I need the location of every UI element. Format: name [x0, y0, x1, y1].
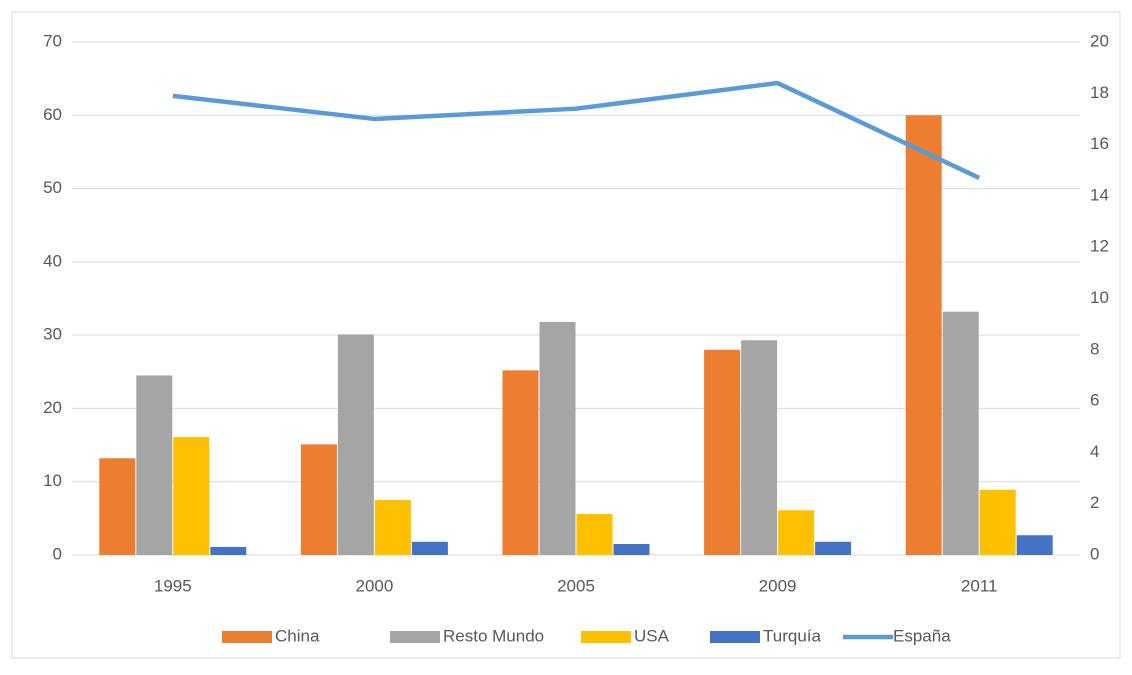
bar	[741, 340, 778, 555]
y-tick-label: 60	[43, 105, 62, 124]
bar	[136, 375, 173, 555]
y-tick-label: 50	[43, 178, 62, 197]
y-tick-label: 10	[43, 471, 62, 490]
bar	[337, 334, 374, 555]
y2-tick-label: 2	[1090, 493, 1099, 512]
bar	[704, 349, 741, 555]
legend-label: Turquía	[763, 626, 822, 645]
x-tick-label: 2005	[557, 576, 595, 595]
bar	[905, 115, 942, 556]
bar	[613, 544, 650, 555]
bar	[942, 311, 979, 555]
bar	[1016, 535, 1053, 555]
legend-label: España	[893, 626, 951, 645]
bar	[778, 510, 815, 555]
bar	[173, 437, 210, 555]
y-tick-label: 40	[43, 251, 62, 270]
bar	[576, 513, 613, 555]
y2-tick-label: 4	[1090, 442, 1099, 461]
y-tick-label: 20	[43, 398, 62, 417]
x-tick-label: 2000	[355, 576, 393, 595]
y2-tick-label: 16	[1090, 134, 1109, 153]
y2-tick-label: 0	[1090, 544, 1099, 563]
legend-label: Resto Mundo	[443, 626, 544, 645]
y2-tick-label: 20	[1090, 31, 1109, 50]
x-tick-label: 2009	[759, 576, 797, 595]
y2-tick-label: 14	[1090, 185, 1109, 204]
legend-swatch	[581, 631, 631, 643]
legend-swatch	[390, 631, 440, 643]
legend-label: China	[275, 626, 320, 645]
bar	[411, 541, 448, 555]
bar	[979, 489, 1016, 555]
y2-tick-label: 12	[1090, 237, 1109, 256]
bar	[374, 500, 411, 555]
bar	[539, 321, 576, 555]
y-tick-label: 0	[53, 544, 62, 563]
y2-tick-label: 10	[1090, 288, 1109, 307]
bar	[210, 546, 247, 555]
bar	[99, 458, 136, 555]
legend-label: USA	[634, 626, 670, 645]
line-series	[172, 80, 981, 180]
legend-swatch	[710, 631, 760, 643]
bar	[502, 370, 539, 555]
x-tick-label: 1995	[154, 576, 192, 595]
bar	[300, 444, 337, 555]
y2-tick-label: 8	[1090, 339, 1099, 358]
legend-swatch	[222, 631, 272, 643]
y-tick-label: 70	[43, 31, 62, 50]
bar	[815, 541, 852, 555]
x-tick-label: 2011	[961, 576, 998, 595]
y2-tick-label: 6	[1090, 391, 1099, 410]
y2-tick-label: 18	[1090, 83, 1109, 102]
y-tick-label: 30	[43, 325, 62, 344]
